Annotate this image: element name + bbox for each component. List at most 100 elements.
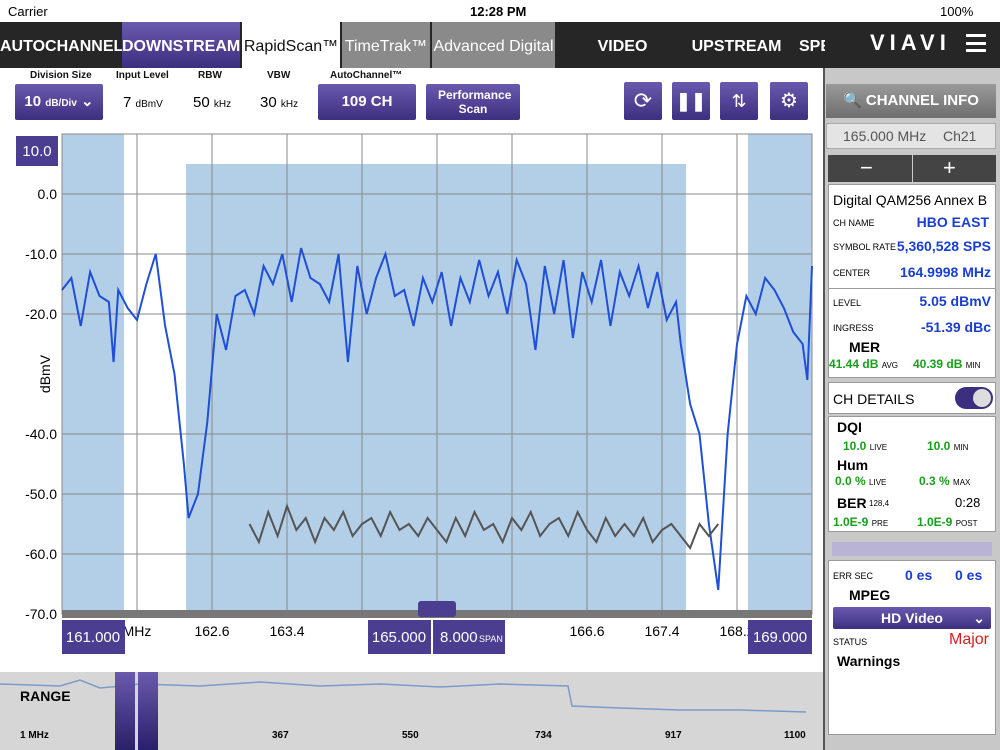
start-box[interactable] <box>62 620 125 654</box>
ticks: 367 <box>272 730 289 741</box>
y-tick-label: -10.0 <box>25 246 57 262</box>
ticks: 1100 <box>784 730 806 741</box>
label: CH NAME <box>833 218 875 228</box>
center-box[interactable] <box>368 620 431 654</box>
spectrum-plot: 0.0 -10.0 -20.0 -40.0 -50.0 -60.0 -70.0 MHz 162.… <box>16 133 813 654</box>
x-tick-label: 162.6 <box>194 623 229 639</box>
swap-button[interactable]: ⇅ <box>720 82 758 120</box>
trace <box>61 247 813 591</box>
range-strip: RANGE 1 MHz 367 550 734 917 1100 <box>0 672 823 750</box>
battery: 100% <box>940 4 974 19</box>
video-dropdown[interactable]: HD Video ⌄ <box>833 607 991 629</box>
label: INGRESS <box>833 323 874 333</box>
tab[interactable]: TimeTrak™ <box>342 22 430 68</box>
live: 0 es <box>905 567 933 583</box>
label: RANGE <box>20 688 71 704</box>
tab[interactable]: DOWNSTREAM <box>122 22 240 68</box>
tab[interactable]: UPSTREAM <box>690 22 783 68</box>
max: 0 es <box>955 567 983 583</box>
value: 7 <box>123 94 132 111</box>
stop-freq: 169.000 <box>753 629 807 646</box>
tab[interactable]: RapidScan™ <box>242 22 340 68</box>
span-box[interactable] <box>433 620 505 654</box>
division-button[interactable]: 10 dB/Div ⌄ <box>15 84 103 120</box>
x-tick-label: 168.2 <box>719 623 754 639</box>
label: CENTER <box>833 268 871 278</box>
box: 50 kHz <box>193 94 231 111</box>
trace <box>248 502 720 550</box>
y-tick-label: -20.0 <box>25 306 57 322</box>
max-label: MAX <box>953 478 971 487</box>
y-axis-label: dBmV <box>37 354 53 393</box>
post: 1.0E-9 <box>917 515 953 529</box>
avg-label: AVG <box>881 361 899 370</box>
y-tick-label: -60.0 <box>25 546 57 562</box>
param: 128,4 <box>869 499 890 508</box>
mpeg: MPEG <box>849 587 891 603</box>
label: BER <box>837 495 867 511</box>
unit: kHz <box>213 99 232 110</box>
settings-button[interactable]: ⚙ <box>770 82 808 120</box>
channel-info-header[interactable]: 🔍 CHANNEL INFO <box>826 84 996 118</box>
min-label: MIN <box>953 443 969 452</box>
band-shade <box>186 164 686 614</box>
label: Division Size <box>30 70 92 81</box>
tab[interactable]: VIDEO ANALYZER <box>557 22 688 105</box>
live-label: LIVE <box>869 478 887 487</box>
status-bar: Carrier 12:28 PM 100% <box>0 0 1000 22</box>
live: 0.0 % <box>835 474 866 488</box>
toggle[interactable] <box>955 387 993 409</box>
range-handle[interactable] <box>138 672 158 750</box>
y-tick-label: -50.0 <box>25 486 57 502</box>
box: 41.44 dB AVG <box>829 357 898 371</box>
box: 40.39 dB MIN <box>913 357 980 371</box>
value: 30 <box>260 94 277 111</box>
channel: Ch21 <box>943 128 977 144</box>
ref-level-box[interactable] <box>16 136 58 166</box>
time: 12:28 PM <box>470 4 527 19</box>
label: SYMBOL RATE <box>833 242 897 252</box>
status-section: ERR SEC 0 es 0 es MPEG HD Video ⌄ STATUS… <box>828 560 996 735</box>
ticks: 550 <box>402 730 419 741</box>
stop-box[interactable] <box>748 620 812 654</box>
plus-button[interactable]: + <box>943 155 956 180</box>
performance-scan-button[interactable]: Performance Scan <box>426 84 520 120</box>
min: 10.0 <box>927 439 951 453</box>
box <box>973 389 991 407</box>
pre: 1.0E-9 <box>833 515 869 529</box>
ref-level: 10.0 <box>22 143 51 160</box>
label: STATUS <box>833 637 868 647</box>
autochannel-button[interactable]: 109 CH <box>318 84 416 120</box>
tab[interactable]: Advanced Digital <box>432 22 555 68</box>
span: ⌄ <box>973 610 985 626</box>
channel-summary: Digital QAM256 Annex B CH NAME HBO EAST … <box>828 184 996 378</box>
minus-button[interactable]: − <box>860 155 873 180</box>
unit: dB/Div <box>45 98 77 109</box>
label: Hum <box>837 457 869 473</box>
drag-handle[interactable] <box>418 601 456 617</box>
refresh-button[interactable]: ⟳ <box>624 82 662 120</box>
x-tick-label: 166.6 <box>569 623 604 639</box>
menu-icon[interactable] <box>966 34 986 52</box>
label: ERR SEC <box>833 571 874 581</box>
min: 40.39 dB <box>913 357 963 371</box>
ticks: 917 <box>665 730 682 741</box>
x-tick-label: 163.4 <box>269 623 304 639</box>
box: 10.0 LIVE <box>843 439 887 453</box>
pre-label: PRE <box>871 519 889 528</box>
range-handle[interactable] <box>115 672 135 750</box>
value: 10 <box>24 93 42 110</box>
tab[interactable]: AUTOCHANNEL <box>0 22 123 68</box>
label: LEVEL <box>833 298 862 308</box>
span <box>912 155 913 182</box>
tab[interactable]: SPECTR <box>785 22 825 68</box>
polyline <box>0 679 807 713</box>
pause-button[interactable]: ❚❚ <box>672 82 710 120</box>
ticks: 1 MHz <box>20 730 49 741</box>
max: 0.3 % <box>919 474 950 488</box>
value: 164.9998 MHz <box>899 264 991 280</box>
live-label: LIVE <box>869 443 888 452</box>
band-shade <box>62 134 124 614</box>
frequency: 165.000 MHz <box>843 128 927 144</box>
label: DQI <box>837 419 862 435</box>
